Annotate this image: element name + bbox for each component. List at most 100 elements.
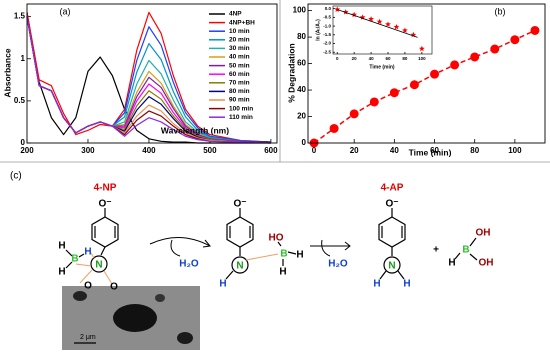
y-axis-label: ln (Aₜ/A₀) xyxy=(315,19,321,41)
x-tick-label: 80 xyxy=(402,56,408,61)
surface-oxygen: O xyxy=(110,282,118,293)
legend-label: 100 min xyxy=(229,105,253,112)
hydroxyl: OH xyxy=(479,258,494,269)
y-tick-label: -1.5 xyxy=(323,32,331,37)
plot-frame xyxy=(26,3,278,144)
hydrogen: H xyxy=(58,267,65,278)
legend-label: 30 min xyxy=(229,45,250,52)
phenoxide: O⁻ xyxy=(233,199,246,210)
hydrogen: H xyxy=(448,258,455,269)
y-tick-label: 0 xyxy=(21,138,26,147)
boron: B xyxy=(280,249,287,260)
data-point xyxy=(418,45,425,52)
data-point xyxy=(368,16,374,22)
y-axis-label: Absorbance xyxy=(2,48,12,97)
series-line xyxy=(26,11,271,143)
mechanism-diagram: (c) 4-NP 4-AP xyxy=(10,171,494,350)
hydroxyl: HO xyxy=(269,233,284,244)
y-tick-label: 0 xyxy=(302,138,307,147)
x-axis-label: Time (min) xyxy=(409,147,452,157)
interaction-bonds xyxy=(75,252,279,285)
x-tick-label: 200 xyxy=(20,146,34,155)
x-axis-label: Wavelength (nm) xyxy=(161,125,229,135)
legend-label: 70 min xyxy=(229,80,250,87)
data-point xyxy=(385,21,391,27)
data-point xyxy=(376,18,383,25)
data-point xyxy=(530,25,540,35)
plus-sign: + xyxy=(433,245,439,256)
phenoxide: O⁻ xyxy=(98,199,111,210)
legend-label: 110 min xyxy=(229,114,253,121)
data-point xyxy=(369,97,379,107)
x-tick-label: 600 xyxy=(264,146,278,155)
data-point xyxy=(409,80,419,90)
amine: N xyxy=(236,261,243,272)
x-tick-label: 40 xyxy=(369,56,375,61)
chart: 0 20 40 60 80 100 0.0 -0.5 -1.0 -1.5 -2.0 -2.5 Time … xyxy=(315,5,433,70)
legend-label: 50 min xyxy=(229,62,250,69)
x-tick-label: 20 xyxy=(352,56,358,61)
y-tick-label: 1 xyxy=(21,54,26,63)
legend-label: 90 min xyxy=(229,97,250,104)
amine: N xyxy=(388,261,395,272)
data-point xyxy=(402,27,408,33)
y-tick-label: 0.5 xyxy=(14,96,26,105)
legend-label: 4NP+BH xyxy=(229,19,255,26)
legend-label: 4NP xyxy=(229,11,242,18)
plot-frame xyxy=(332,5,433,55)
data-point xyxy=(389,88,399,98)
x-tick-label: 60 xyxy=(430,146,439,155)
molecule-label: 4-AP xyxy=(381,183,404,194)
x-tick-label: 0 xyxy=(336,56,339,61)
x-tick-label: 80 xyxy=(470,146,479,155)
series-line xyxy=(337,9,418,38)
y-tick-label: -0.5 xyxy=(323,15,331,20)
x-tick-label: 100 xyxy=(418,56,426,61)
data-point xyxy=(329,123,339,133)
legend-label: 10 min xyxy=(229,28,250,35)
x-tick-label: 500 xyxy=(203,146,217,155)
panel-label: (c) xyxy=(10,171,22,182)
chart: 0 20 40 60 80 100 0 20 40 60 80 100 (b) Time (min) % D… xyxy=(286,3,546,157)
data-point xyxy=(510,35,520,45)
amine: N xyxy=(95,260,102,271)
data-point xyxy=(349,109,359,119)
data-point xyxy=(334,6,341,12)
hydrogen: H xyxy=(279,267,286,278)
benzene-rings xyxy=(65,208,478,280)
data-point xyxy=(393,23,400,30)
y-tick-label: 20 xyxy=(297,112,306,121)
x-axis-label: Time (min) xyxy=(369,64,395,70)
x-tick-label: 20 xyxy=(350,146,359,155)
hydrogen: H xyxy=(58,241,65,252)
water: H₂O xyxy=(328,259,348,270)
data-point xyxy=(430,69,440,79)
panel-label: (b) xyxy=(495,6,506,16)
panel-label: (a) xyxy=(60,6,71,16)
y-tick-label: 80 xyxy=(297,32,306,41)
x-tick-label: 40 xyxy=(390,146,399,155)
hydrogen: H xyxy=(403,279,410,290)
y-tick-label: 40 xyxy=(297,85,306,94)
y-tick-label: 0.0 xyxy=(325,6,332,11)
hydrogen: H xyxy=(373,279,380,290)
x-tick-label: 300 xyxy=(81,146,95,155)
hydrogen: H xyxy=(84,247,91,258)
water: H₂O xyxy=(179,259,199,270)
series-line xyxy=(26,16,271,144)
plot-frame xyxy=(307,3,546,144)
scale-bar-label: 2 μm xyxy=(80,334,96,341)
data-point xyxy=(450,60,460,70)
boron: B xyxy=(71,254,78,265)
y-tick-label: 100 xyxy=(293,6,307,15)
legend-label: 60 min xyxy=(229,71,250,78)
x-tick-label: 400 xyxy=(142,146,156,155)
data-point xyxy=(470,52,480,62)
surface-oxygen: O xyxy=(84,281,92,292)
molecule-label: 4-NP xyxy=(94,183,117,194)
x-tick-label: 100 xyxy=(508,146,522,155)
legend-label: 40 min xyxy=(229,54,250,61)
